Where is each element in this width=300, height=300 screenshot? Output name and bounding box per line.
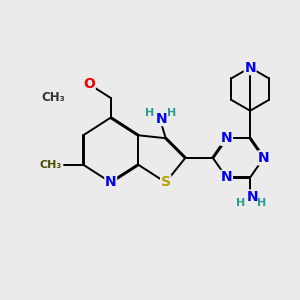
Text: N: N: [221, 170, 232, 184]
Text: CH₃: CH₃: [42, 92, 66, 104]
Text: N: N: [221, 131, 232, 145]
Text: N: N: [156, 112, 168, 126]
Text: O: O: [83, 77, 95, 91]
Text: N: N: [246, 190, 258, 204]
Text: S: S: [161, 176, 171, 189]
Text: H: H: [167, 108, 176, 118]
Text: N: N: [105, 176, 117, 189]
Text: N: N: [244, 61, 256, 75]
Text: N: N: [258, 151, 270, 165]
Text: H: H: [257, 198, 266, 208]
Text: CH₃: CH₃: [39, 160, 62, 170]
Text: H: H: [236, 198, 245, 208]
Text: H: H: [146, 108, 154, 118]
